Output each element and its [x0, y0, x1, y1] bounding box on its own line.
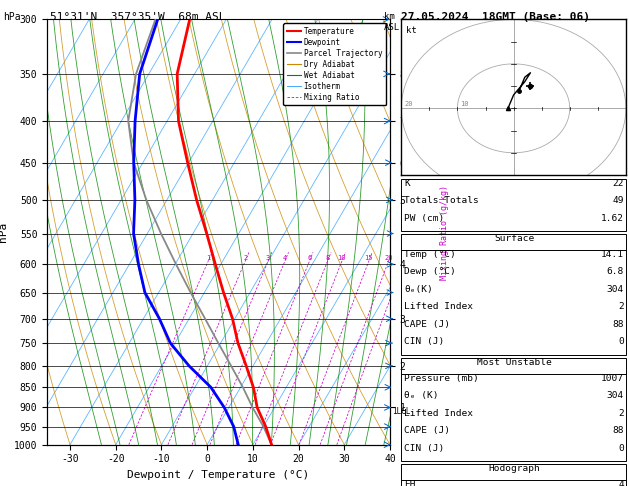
Text: 4: 4 — [282, 255, 287, 261]
Text: 6: 6 — [308, 255, 311, 261]
Text: 2: 2 — [618, 302, 624, 312]
Text: Hodograph: Hodograph — [488, 464, 540, 473]
Text: Lifted Index: Lifted Index — [404, 302, 474, 312]
Text: K: K — [404, 179, 410, 188]
Text: EH: EH — [404, 480, 416, 486]
Legend: Temperature, Dewpoint, Parcel Trajectory, Dry Adiabat, Wet Adiabat, Isotherm, Mi: Temperature, Dewpoint, Parcel Trajectory… — [283, 23, 386, 105]
Text: Dewp (°C): Dewp (°C) — [404, 267, 456, 277]
Text: 14.1: 14.1 — [601, 250, 624, 259]
Y-axis label: Mixing Ratio (g/kg): Mixing Ratio (g/kg) — [440, 185, 449, 279]
Text: 20: 20 — [384, 255, 392, 261]
Text: CAPE (J): CAPE (J) — [404, 426, 450, 435]
X-axis label: Dewpoint / Temperature (°C): Dewpoint / Temperature (°C) — [128, 470, 309, 480]
Text: CIN (J): CIN (J) — [404, 337, 445, 347]
Text: Most Unstable: Most Unstable — [477, 358, 552, 367]
Text: 1007: 1007 — [601, 374, 624, 382]
Text: Pressure (mb): Pressure (mb) — [404, 374, 479, 382]
Y-axis label: hPa: hPa — [0, 222, 8, 242]
Text: 6.8: 6.8 — [607, 267, 624, 277]
Text: Lifted Index: Lifted Index — [404, 409, 474, 417]
Text: θₑ(K): θₑ(K) — [404, 285, 433, 294]
Text: kt: kt — [406, 26, 416, 35]
Text: 51°31'N  357°35'W  68m ASL: 51°31'N 357°35'W 68m ASL — [50, 12, 226, 22]
Text: 1: 1 — [206, 255, 210, 261]
Text: 2: 2 — [243, 255, 247, 261]
Text: 88: 88 — [613, 320, 624, 329]
Text: 1.62: 1.62 — [601, 214, 624, 223]
Text: 10: 10 — [460, 101, 469, 107]
Text: PW (cm): PW (cm) — [404, 214, 445, 223]
Text: hPa: hPa — [3, 12, 21, 22]
Text: 27.05.2024  18GMT (Base: 06): 27.05.2024 18GMT (Base: 06) — [401, 12, 590, 22]
Text: 8: 8 — [325, 255, 330, 261]
Text: 22: 22 — [613, 179, 624, 188]
Text: 20: 20 — [404, 101, 413, 107]
Text: 49: 49 — [613, 196, 624, 206]
Text: 2: 2 — [618, 409, 624, 417]
Text: CAPE (J): CAPE (J) — [404, 320, 450, 329]
Text: Temp (°C): Temp (°C) — [404, 250, 456, 259]
Text: 304: 304 — [607, 391, 624, 400]
Text: Totals Totals: Totals Totals — [404, 196, 479, 206]
Text: 88: 88 — [613, 426, 624, 435]
Text: 0: 0 — [618, 337, 624, 347]
Text: km
ASL: km ASL — [384, 12, 400, 32]
Text: 15: 15 — [365, 255, 373, 261]
Text: 10: 10 — [338, 255, 346, 261]
Text: Surface: Surface — [494, 234, 534, 243]
Text: θₑ (K): θₑ (K) — [404, 391, 439, 400]
Text: 1LCL: 1LCL — [392, 407, 411, 416]
Text: 304: 304 — [607, 285, 624, 294]
Text: 3: 3 — [266, 255, 270, 261]
Text: 4: 4 — [618, 480, 624, 486]
Text: CIN (J): CIN (J) — [404, 444, 445, 452]
Text: 0: 0 — [618, 444, 624, 452]
